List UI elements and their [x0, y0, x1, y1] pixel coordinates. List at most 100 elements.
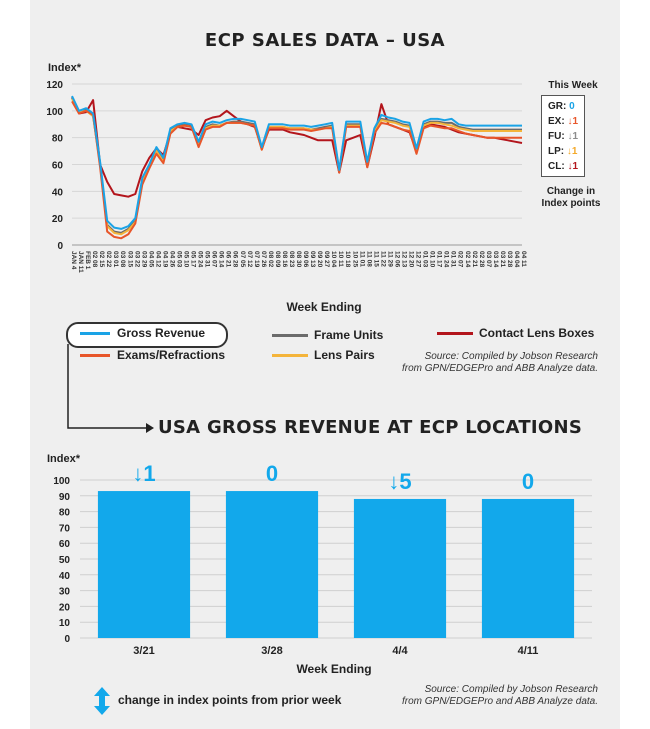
line-chart-x-tick: 03 29 — [140, 251, 147, 268]
bar-chart-y-tick: 30 — [59, 587, 71, 598]
bar-change-label: ↓5 — [388, 469, 411, 494]
bar-chart-y-tick: 0 — [64, 634, 70, 645]
line-chart-x-tick: 10 04 — [330, 251, 337, 268]
this-week-row: GR: 0 — [548, 101, 575, 112]
line-chart-x-tick: 12 27 — [415, 251, 422, 268]
line-chart-x-tick: 03 21 — [499, 251, 506, 268]
this-week-change: ↓1 — [567, 131, 579, 142]
this-week-code: GR: — [548, 101, 570, 112]
line-chart-x-tick: 02 15 — [98, 251, 105, 268]
bar-category-label: 4/4 — [392, 645, 408, 657]
line-chart-x-tick: 02 21 — [471, 251, 478, 268]
line-chart-x-tick: 09 06 — [302, 251, 309, 268]
this-week-row: LP: ↓1 — [548, 146, 577, 157]
line-chart-x-tick: 04 05 — [147, 251, 154, 268]
this-week-box: GR: 0 EX: ↓1 FU: ↓1 LP: ↓1 CL: ↓1 — [541, 95, 585, 177]
line-chart-x-tick: 04 04 — [513, 251, 520, 268]
legend-swatch-lens-pairs — [272, 354, 308, 357]
bar-chart-y-tick: 60 — [59, 539, 71, 550]
bar-chart-x-label: Week Ending — [296, 662, 371, 676]
this-week-footer-line-2: Index points — [541, 198, 601, 209]
line-chart-x-tick: 12 20 — [408, 251, 415, 268]
bar-chart: Index* Week Ending 0 10 20 30 40 50 60 70 80 90 10… — [47, 453, 592, 676]
this-week-change: ↓1 — [566, 146, 578, 157]
bar-change-label: ↓1 — [132, 461, 155, 486]
double-arrow-icon — [94, 687, 110, 715]
line-chart-x-tick: 04 11 — [520, 251, 527, 267]
line-chart-x-tick: 03 28 — [506, 251, 513, 268]
bar-chart-title: USA GROSS REVENUE AT ECP LOCATIONS — [158, 417, 583, 438]
line-chart-source-line-2: from GPN/EDGEPro and ABB Analyze data. — [401, 363, 598, 374]
legend-label-lens-pairs: Lens Pairs — [314, 348, 375, 362]
line-chart-x-tick: 10 11 — [337, 251, 344, 267]
line-chart-x-tick: 08 02 — [267, 251, 274, 268]
bar-chart-y-tick: 40 — [59, 571, 71, 582]
legend-swatch-frame-units — [272, 334, 308, 337]
this-week-code: CL: — [548, 161, 568, 172]
line-chart-x-tick: 12 06 — [393, 251, 400, 268]
legend-label-gross-revenue: Gross Revenue — [117, 326, 206, 340]
change-note: change in index points from prior week — [118, 693, 342, 707]
line-chart-x-tick: 04 19 — [161, 251, 168, 268]
bar-chart-y-tick: 100 — [53, 476, 70, 487]
line-chart-y-tick: 60 — [52, 161, 64, 172]
line-chart-x-tick: 05 24 — [197, 251, 204, 268]
line-chart-x-tick: 02 14 — [464, 251, 471, 268]
line-chart-x-tick: 09 20 — [316, 251, 323, 268]
line-chart-y-tick: 0 — [57, 241, 63, 252]
bar-chart-source-line-2: from GPN/EDGEPro and ABB Analyze data. — [401, 696, 598, 707]
legend-highlight-oval — [66, 322, 228, 348]
bar-category-label: 3/28 — [261, 645, 282, 657]
line-chart-x-tick: 11 29 — [386, 251, 393, 267]
line-chart-x-tick: 01 10 — [429, 251, 436, 268]
bar — [97, 491, 191, 638]
legend-label-frame-units: Frame Units — [314, 328, 384, 342]
line-chart-x-tick: 03 22 — [133, 251, 140, 268]
bar-chart-y-tick: 70 — [59, 523, 71, 534]
page-title: ECP SALES DATA – USA — [204, 30, 446, 51]
bar-chart-y-tick: 20 — [59, 602, 71, 613]
line-chart-x-tick: 02 08 — [91, 251, 98, 268]
line-chart-y-tick: 20 — [52, 214, 64, 225]
this-week-code: FU: — [548, 131, 568, 142]
this-week-code: EX: — [548, 116, 568, 127]
line-chart-y-tick: 40 — [52, 187, 64, 198]
this-week-footer-line-1: Change in — [546, 186, 596, 197]
line-chart-x-tick: 01 03 — [422, 251, 429, 268]
line-chart-x-tick: 06 28 — [232, 251, 239, 268]
line-chart-x-tick: 05 10 — [183, 251, 190, 268]
bar-category-label: 3/21 — [133, 645, 154, 657]
line-chart-y-tick: 80 — [52, 134, 64, 145]
line-chart-x-tick: 06 07 — [211, 251, 218, 268]
line-chart-x-tick: 11 15 — [372, 251, 379, 267]
this-week-row: EX: ↓1 — [548, 116, 578, 127]
line-chart-x-tick: 03 07 — [485, 251, 492, 268]
line-chart-x-tick: 08 09 — [274, 251, 281, 268]
legend-swatch-exams — [80, 354, 110, 357]
legend-swatch-contact-lens — [437, 332, 473, 335]
line-chart-x-tick: 03 08 — [119, 251, 126, 268]
line-chart-x-tick: 03 01 — [112, 251, 119, 268]
line-chart-x-tick: 02 22 — [105, 251, 112, 268]
bar-chart-source-line-1: Source: Compiled by Jobson Research — [424, 684, 598, 695]
line-chart-x-label: Week Ending — [286, 300, 361, 314]
line-chart-x-tick: 07 26 — [260, 251, 267, 268]
line-chart-x-tick: 06 14 — [218, 251, 225, 268]
bar-chart-y-label: Index* — [47, 453, 81, 465]
line-chart-x-tick: 10 18 — [344, 251, 351, 268]
line-chart-x-tick: 02 07 — [457, 251, 464, 268]
line-chart: Index* Week Ending 0 20 40 60 80 100 120 JAN 4… — [46, 62, 527, 314]
bar-chart-y-tick: 50 — [59, 555, 71, 566]
bar-change-label: 0 — [266, 461, 278, 486]
line-chart-x-tick: 11 01 — [358, 251, 365, 267]
legend-label-exams: Exams/Refractions — [117, 348, 226, 362]
bar — [353, 498, 447, 638]
line-chart-x-tick: 07 12 — [246, 251, 253, 268]
line-chart-source: Source: Compiled by Jobson Research from… — [360, 351, 598, 375]
legend-label-contact-lens: Contact Lens Boxes — [479, 326, 595, 340]
line-chart-x-tick: 07 19 — [253, 251, 260, 268]
line-chart-x-tick: 02 28 — [478, 251, 485, 268]
bar-chart-y-tick: 90 — [59, 492, 71, 503]
line-chart-x-tick: FEB 1 — [84, 251, 91, 270]
this-week-row: CL: ↓1 — [548, 161, 578, 172]
